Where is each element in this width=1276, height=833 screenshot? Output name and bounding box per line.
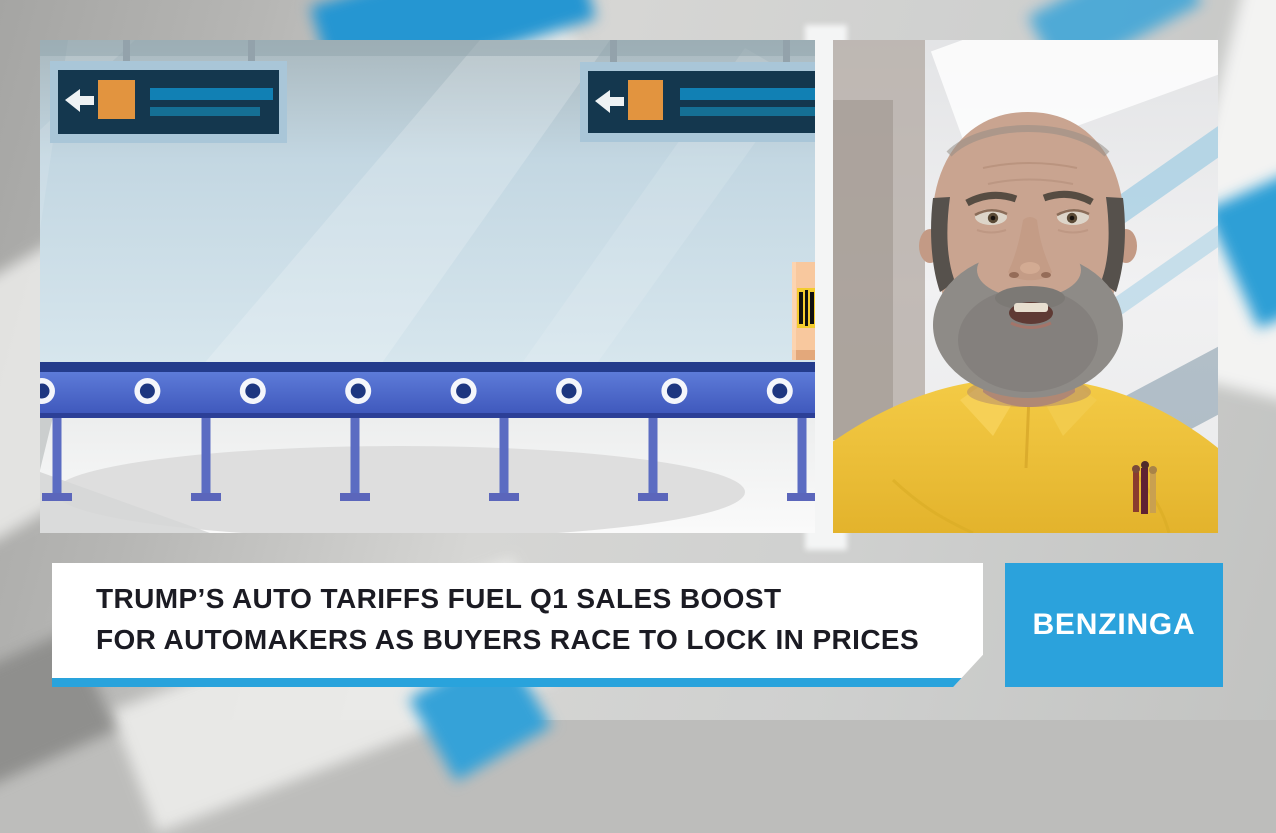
belt-legs xyxy=(42,415,815,501)
teeth xyxy=(1014,303,1048,312)
left-arrow-icon xyxy=(65,89,94,112)
belt-rollers xyxy=(40,378,793,404)
sign-text-bar xyxy=(680,88,815,100)
direction-sign xyxy=(580,40,815,142)
headline-line-2: FOR AUTOMAKERS AS BUYERS RACE TO LOCK IN… xyxy=(96,624,920,655)
benzinga-logo-text: BENZINGA xyxy=(1032,608,1196,641)
left-arrow-icon xyxy=(595,90,624,113)
sign-text-bar xyxy=(150,88,273,100)
belt-leg xyxy=(201,415,211,495)
belt-leg xyxy=(499,415,509,495)
presenter xyxy=(833,40,1218,533)
sign-text-bar xyxy=(150,107,260,116)
sign-tag xyxy=(628,80,663,120)
lower-lip xyxy=(1010,321,1052,329)
lower-third-banner: TRUMP’S AUTO TARIFFS FUEL Q1 SALES BOOST… xyxy=(52,563,983,687)
sign-tag xyxy=(98,80,135,119)
eyebrow xyxy=(965,191,1018,207)
package xyxy=(792,262,815,360)
belt-leg xyxy=(52,415,62,495)
eye xyxy=(974,209,1008,234)
side-hair xyxy=(1102,197,1125,292)
floor-corner-shade xyxy=(40,472,210,533)
banner-accent-bar xyxy=(52,678,983,687)
floor-shadow xyxy=(55,446,745,533)
presenter-video-panel xyxy=(833,40,1218,533)
nose xyxy=(1008,217,1052,281)
mustache xyxy=(995,286,1065,310)
explainer-animation-panel xyxy=(40,40,815,533)
glass-reflection xyxy=(190,40,610,380)
wall-top-shade xyxy=(40,40,815,56)
side-hair xyxy=(931,197,954,292)
belt-leg xyxy=(350,415,360,495)
eye xyxy=(1056,209,1090,234)
conveyor-belt xyxy=(40,362,815,501)
conveyor-scene xyxy=(40,40,815,533)
direction-sign xyxy=(50,40,287,143)
headline-line-1: TRUMP’S AUTO TARIFFS FUEL Q1 SALES BOOST xyxy=(96,583,782,614)
belt-leg xyxy=(648,415,658,495)
benzinga-logo-box: BENZINGA xyxy=(1005,563,1223,687)
shirt-logo xyxy=(1132,461,1157,514)
barcode-icon xyxy=(797,288,815,328)
thin-hair xyxy=(946,125,1110,157)
sign-text-bar xyxy=(680,107,815,116)
eyebrow xyxy=(1042,190,1094,206)
belt-leg xyxy=(797,415,807,495)
presenter-figure xyxy=(833,112,1218,533)
